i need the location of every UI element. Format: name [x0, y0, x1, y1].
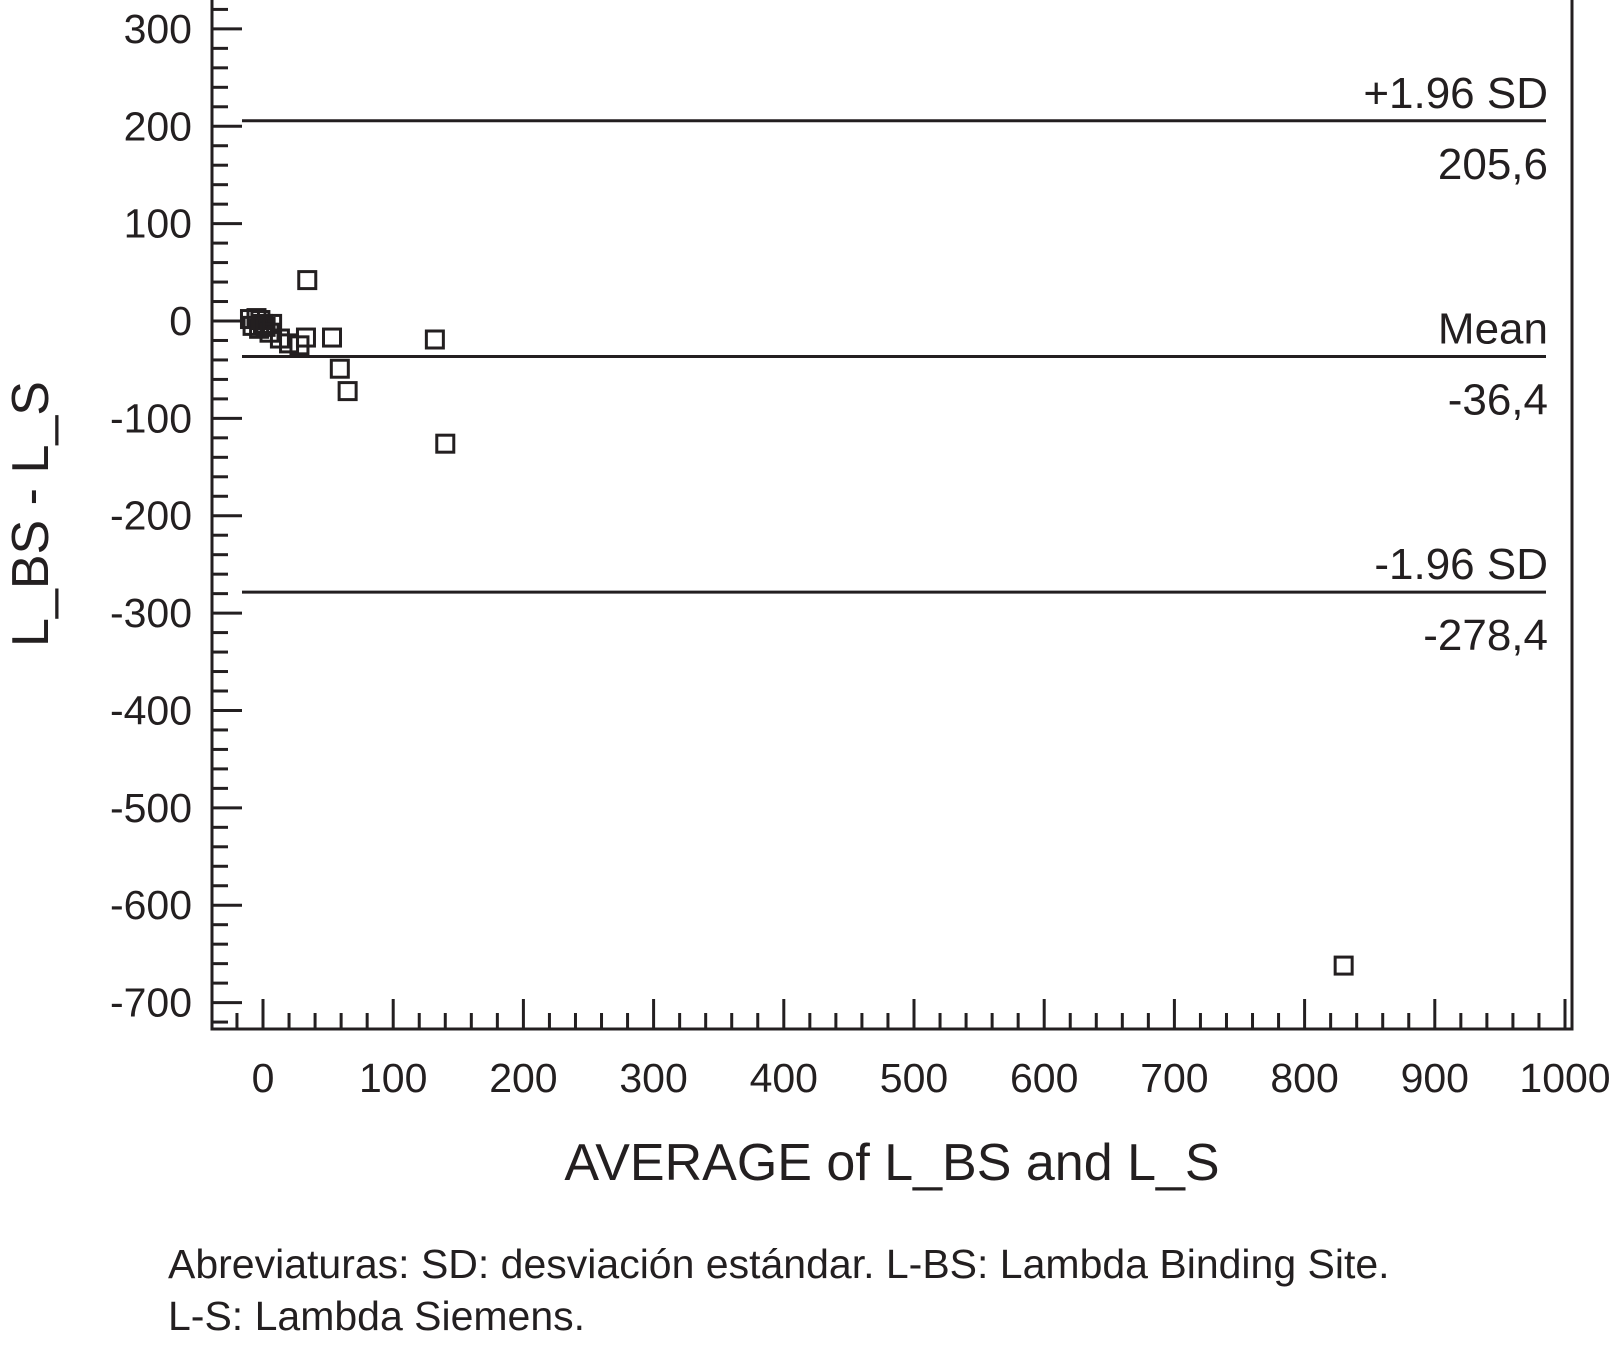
caption-line-2: L-S: Lambda Siemens.	[168, 1293, 586, 1339]
x-tick-label: 0	[252, 1055, 275, 1101]
y-tick-label: -600	[110, 882, 192, 928]
y-tick-label: -400	[110, 687, 192, 733]
x-tick-label: 1000	[1519, 1055, 1610, 1101]
x-tick-label: 800	[1270, 1055, 1338, 1101]
data-points	[239, 270, 1354, 976]
reference-line-name: +1.96 SD	[1363, 69, 1548, 118]
reference-line-value: -278,4	[1423, 611, 1548, 660]
x-tick-label: 400	[750, 1055, 818, 1101]
x-tick-label: 900	[1401, 1055, 1469, 1101]
data-point	[435, 433, 456, 454]
caption-line-1: Abreviaturas: SD: desviación estándar. L…	[168, 1241, 1390, 1287]
plot-frame	[210, 0, 1574, 1031]
data-point	[297, 270, 318, 291]
y-tick-label: -500	[110, 785, 192, 831]
y-tick-label: 100	[124, 201, 192, 247]
y-tick-label: -100	[110, 395, 192, 441]
x-tick-label: 100	[359, 1055, 427, 1101]
data-point	[337, 381, 358, 402]
reference-lines: +1.96 SD 205,6 Mean -36,4 -1.96 SD -278,4	[242, 69, 1548, 660]
y-tick-label: 300	[124, 6, 192, 52]
x-axis-title: AVERAGE of L_BS and L_S	[564, 1134, 1219, 1192]
data-point	[424, 329, 445, 350]
x-tick-label: 600	[1010, 1055, 1078, 1101]
data-point	[1333, 955, 1354, 976]
reference-line-value: -36,4	[1448, 375, 1548, 424]
x-tick-label: 500	[880, 1055, 948, 1101]
reference-line-value: 205,6	[1438, 140, 1548, 189]
y-tick-label: -700	[110, 980, 192, 1026]
y-axis-title: L_BS - L_S	[2, 381, 60, 647]
data-point	[255, 316, 276, 337]
y-tick-label: -200	[110, 493, 192, 539]
x-tick-label: 300	[619, 1055, 687, 1101]
axis-labels: AVERAGE of L_BS and L_S L_BS - L_S	[2, 381, 1220, 1192]
y-tick-label: 0	[169, 298, 192, 344]
reference-line-name: Mean	[1438, 304, 1548, 353]
data-point	[329, 358, 350, 379]
data-point	[295, 327, 316, 348]
reference-line-name: -1.96 SD	[1374, 540, 1548, 589]
x-tick-label: 700	[1140, 1055, 1208, 1101]
y-tick-label: -300	[110, 590, 192, 636]
data-point	[322, 327, 343, 348]
y-tick-label: 200	[124, 103, 192, 149]
x-tick-label: 200	[489, 1055, 557, 1101]
